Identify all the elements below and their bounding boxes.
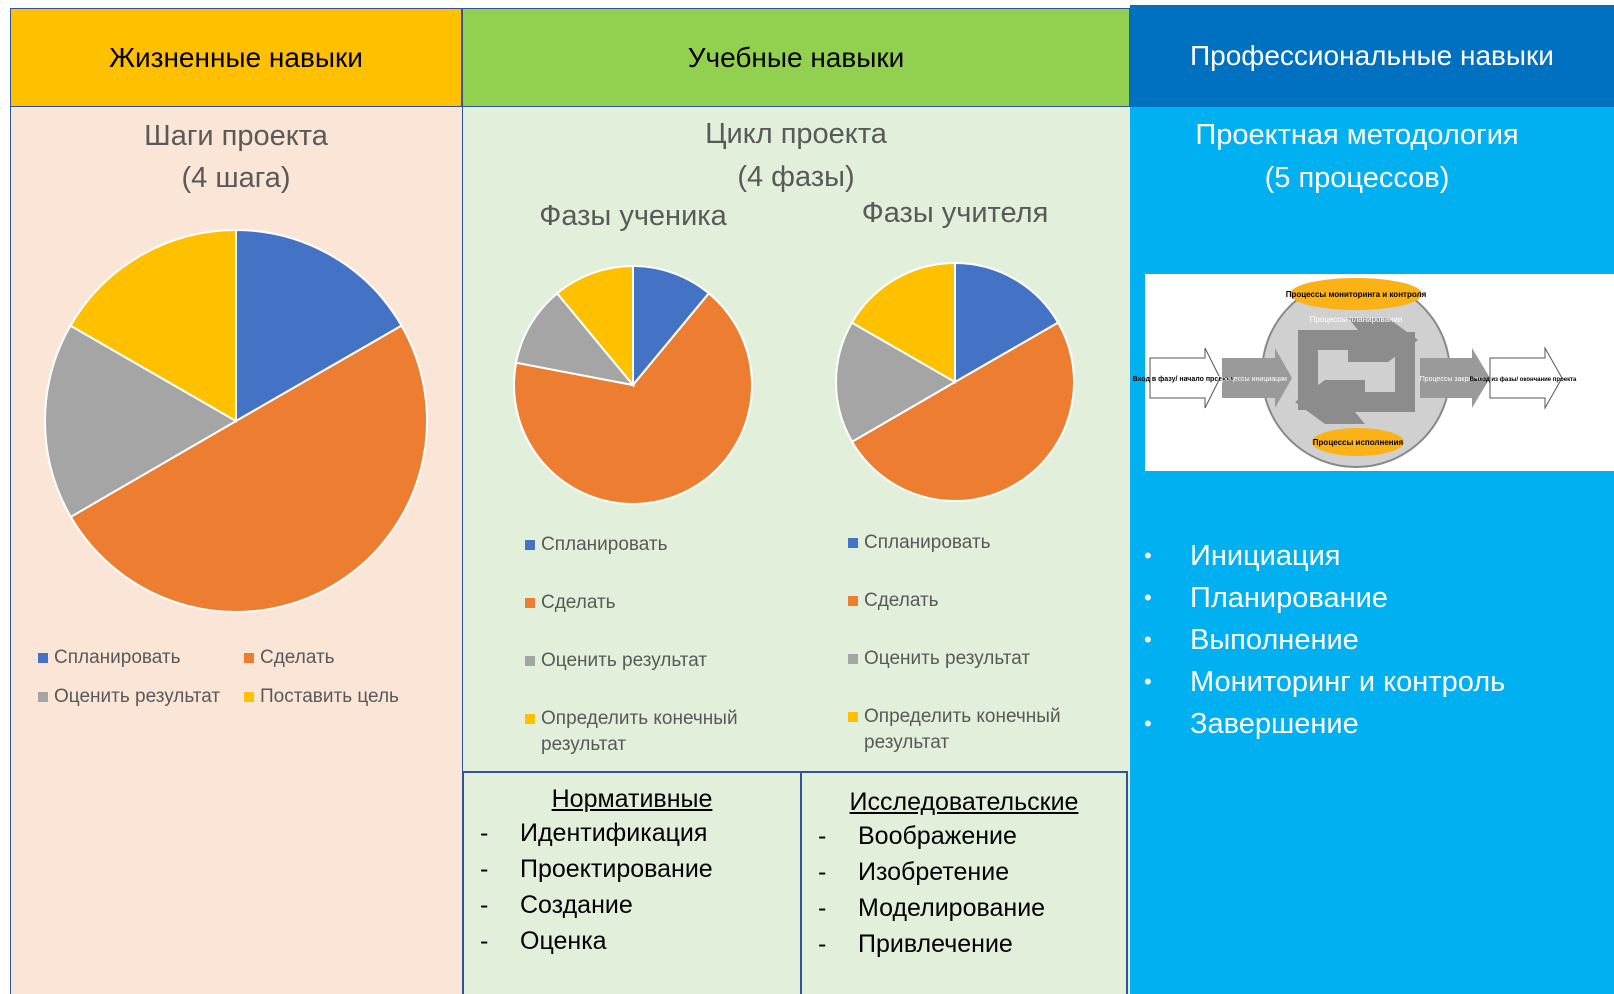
list-item: Оценка <box>464 923 800 959</box>
legend-entry: Оценить результат <box>38 684 220 710</box>
legend-swatch <box>525 714 535 724</box>
legend-entry: Спланировать <box>848 530 991 556</box>
research-box: Исследовательские ВоображениеИзобретение… <box>800 771 1128 994</box>
legend-label: Спланировать <box>54 647 181 668</box>
legend-label: Спланировать <box>864 532 991 553</box>
box-title: Нормативные <box>551 785 713 813</box>
legend-swatch <box>38 653 48 663</box>
list-item: Идентификация <box>464 815 800 851</box>
list-item: Создание <box>464 887 800 923</box>
list-item: Воображение <box>802 818 1126 854</box>
legend-entry: Оценить результат <box>848 646 1030 672</box>
legend-entry: Определить конечный результат <box>525 706 775 758</box>
legend-label: Сделать <box>864 590 939 611</box>
legend-entry: Поставить цель <box>244 684 399 710</box>
legend-label: Сделать <box>260 647 335 668</box>
legend-swatch <box>848 596 858 606</box>
header-bg <box>1130 5 1614 107</box>
pie-slice <box>514 291 636 387</box>
legend-swatch <box>525 540 535 550</box>
list-item: Проектирование <box>464 851 800 887</box>
list-item: Инициация <box>1140 535 1505 577</box>
legend-entry: Сделать <box>244 645 335 671</box>
list: ВоображениеИзобретениеМоделированиеПривл… <box>802 818 1126 962</box>
legend-swatch <box>848 654 858 664</box>
diagram-label: Процессы мониторинга и контроля <box>1286 290 1427 299</box>
chart-title: Фазы ученика <box>539 200 727 232</box>
legend-entry: Сделать <box>525 590 616 616</box>
legend-entry: Сделать <box>848 588 939 614</box>
section-subtitle: (4 фазы) <box>737 161 855 193</box>
column-header: Жизненные навыки <box>109 42 363 73</box>
list-item: Моделирование <box>802 890 1126 926</box>
column-header: Учебные навыки <box>687 42 905 73</box>
legend-swatch <box>244 653 254 663</box>
header-bg <box>10 8 462 107</box>
diagram-label: Вход в фазу/ начало проекта <box>1133 376 1234 383</box>
legend-label: Оценить результат <box>54 686 221 707</box>
legend-label: Оценить результат <box>541 650 708 671</box>
legend-entry: Оценить результат <box>525 648 707 674</box>
pie-slice <box>69 228 237 423</box>
pie-slice <box>69 324 429 614</box>
section-title: Проектная методология <box>1195 119 1519 151</box>
chart-title: Фазы учителя <box>861 197 1049 229</box>
list: ИдентификацияПроектированиеСозданиеОценк… <box>464 815 800 959</box>
diagram-label: Выход из фазы/ окончание проекта <box>1470 376 1577 383</box>
legend-swatch <box>848 538 858 548</box>
legend-label: Поставить цель <box>260 686 399 707</box>
process-diagram: Процессы мониторинга и контроля Процессы… <box>1133 274 1614 471</box>
pie-slice <box>850 261 956 384</box>
diagram-label: Процессы инициации <box>1217 376 1287 383</box>
box-title: Исследовательские <box>849 788 1079 816</box>
legend-label: Оценить результат <box>864 648 1031 669</box>
legend-swatch <box>525 656 535 666</box>
list-item: Привлечение <box>802 926 1126 962</box>
legend-label: Определить конечный результат <box>541 708 738 755</box>
legend-entry: Спланировать <box>525 532 668 558</box>
legend-entry: Спланировать <box>38 645 181 671</box>
header-bg <box>462 8 1130 107</box>
pie-slice <box>632 264 711 388</box>
chart-subtitle: (4 шага) <box>181 162 291 194</box>
pie-slice <box>835 321 957 444</box>
pie-slice <box>235 228 403 423</box>
diagram-label: Процессы планирования <box>1310 315 1403 324</box>
pie-slice <box>954 261 1060 384</box>
section-subtitle: (5 процессов) <box>1264 162 1450 194</box>
list-item: Мониторинг и контроль <box>1140 661 1505 703</box>
list-item: Завершение <box>1140 703 1505 745</box>
chart-title: Шаги проекта <box>144 120 328 152</box>
legend-swatch <box>38 692 48 702</box>
legend-label: Спланировать <box>541 534 668 555</box>
column-header: Профессиональные навыки <box>1190 40 1554 71</box>
legend-entry: Определить конечный результат <box>848 704 1098 756</box>
pie-slice <box>555 264 634 388</box>
legend-label: Определить конечный результат <box>864 706 1061 753</box>
process-list: ИнициацияПланированиеВыполнениеМониторин… <box>1140 535 1505 745</box>
list-item: Выполнение <box>1140 619 1505 661</box>
pie-slice <box>513 291 753 505</box>
legend-label: Сделать <box>541 592 616 613</box>
legend-swatch <box>244 692 254 702</box>
section-title: Цикл проекта <box>705 118 887 150</box>
pie-slice <box>44 324 238 519</box>
diagram-label: Процессы закрытия <box>1420 376 1485 383</box>
legend-swatch <box>525 598 535 608</box>
diagram-label: Процессы исполнения <box>1313 438 1404 447</box>
normative-box: Нормативные ИдентификацияПроектированиеС… <box>462 771 802 994</box>
legend-swatch <box>848 712 858 722</box>
list-item: Планирование <box>1140 577 1505 619</box>
pie-slice <box>850 321 1076 503</box>
list-item: Изобретение <box>802 854 1126 890</box>
